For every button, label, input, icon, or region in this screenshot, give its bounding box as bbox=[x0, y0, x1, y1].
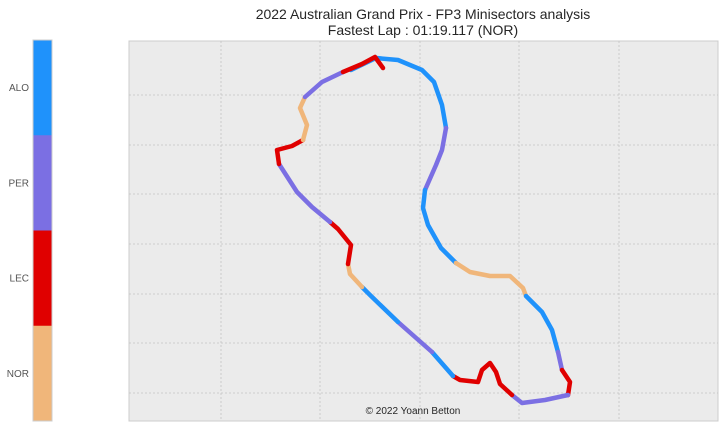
chart-title: 2022 Australian Grand Prix - FP3 Minisec… bbox=[256, 6, 591, 22]
track-segment-per bbox=[302, 69, 346, 100]
grid bbox=[129, 41, 718, 421]
track-segment-lec bbox=[327, 219, 354, 267]
track-segment-nor bbox=[453, 260, 529, 299]
colorbar-segment-nor bbox=[33, 325, 52, 422]
track-segment-per bbox=[555, 349, 565, 373]
colorbar-segment-per bbox=[33, 135, 52, 231]
track-segment-per bbox=[395, 319, 435, 355]
colorbar-segment-alo bbox=[33, 40, 52, 136]
colorbar-label-per: PER bbox=[8, 178, 29, 189]
colorbar-label-lec: LEC bbox=[10, 274, 29, 285]
track-segment-alo bbox=[523, 293, 561, 355]
track-map bbox=[274, 54, 573, 406]
track-segment-alo bbox=[420, 187, 459, 266]
track-segment-lec bbox=[559, 367, 573, 398]
colorbar-segment-lec bbox=[33, 230, 52, 327]
track-segment-lec bbox=[450, 360, 515, 398]
colorbar: ALO PER LEC NOR bbox=[7, 39, 53, 422]
track-segment-alo bbox=[429, 349, 456, 379]
track-segment-nor bbox=[345, 261, 365, 290]
track-segment-lec bbox=[340, 54, 386, 75]
track-segment-per bbox=[422, 125, 449, 193]
chart-subtitle: Fastest Lap : 01:19.117 (NOR) bbox=[328, 22, 518, 38]
colorbar-label-nor: NOR bbox=[7, 369, 29, 380]
track-segment-alo bbox=[359, 284, 401, 325]
track-segment-per bbox=[509, 392, 571, 406]
track-segment-per bbox=[276, 161, 333, 225]
plot-area bbox=[128, 40, 719, 422]
track-segment-lec bbox=[274, 137, 306, 167]
colorbar-label-alo: ALO bbox=[9, 83, 29, 94]
copyright-text: © 2022 Yoann Betton bbox=[366, 406, 461, 417]
colorbar-border bbox=[32, 39, 53, 422]
track-segment-nor bbox=[297, 94, 310, 143]
